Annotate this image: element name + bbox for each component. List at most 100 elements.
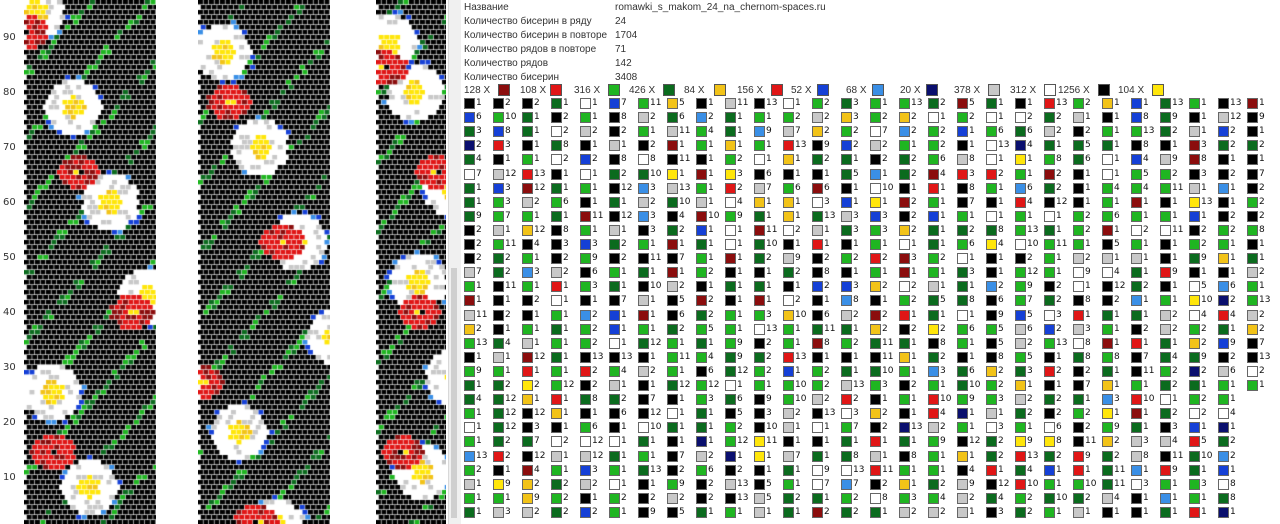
bead-count: 2 [592, 154, 598, 165]
bead-color-swatch [754, 422, 765, 434]
bead-count: 1 [1114, 253, 1120, 264]
bead-count: 1 [882, 506, 888, 517]
bead-color-swatch [551, 196, 562, 208]
bead-count: 1 [824, 492, 830, 503]
bead-color-swatch [464, 253, 475, 265]
color-swatch[interactable] [988, 84, 1000, 96]
bead-count: 2 [534, 295, 540, 306]
bead-color-swatch [696, 182, 707, 194]
bead-color-swatch [725, 309, 736, 321]
color-swatch[interactable] [872, 84, 884, 96]
bead-color-swatch [580, 365, 591, 377]
bead-color-swatch [957, 154, 968, 166]
bead-color-swatch [638, 365, 649, 377]
bead-color-swatch [580, 98, 591, 109]
bead-color-swatch [1073, 309, 1084, 321]
bead-count: 2 [1230, 210, 1236, 221]
bead-color-swatch [725, 492, 736, 504]
bead-color-swatch [638, 224, 649, 236]
color-swatch[interactable] [1044, 84, 1056, 96]
color-swatch[interactable] [550, 84, 562, 96]
bead-color-swatch [696, 224, 707, 236]
bead-count: 1 [563, 295, 569, 306]
bead-count: 8 [882, 492, 888, 503]
color-swatch[interactable] [817, 84, 829, 96]
color-swatch[interactable] [1098, 84, 1110, 96]
bead-color-swatch [1131, 224, 1142, 236]
bead-count: 2 [592, 478, 598, 489]
bead-color-swatch [754, 506, 765, 518]
bead-color-swatch [696, 309, 707, 321]
bead-color-swatch [638, 126, 649, 138]
bead-count: 9 [795, 253, 801, 264]
bead-pattern-rope-front-preview [198, 0, 330, 524]
bead-count: 2 [911, 154, 917, 165]
color-swatch[interactable] [1152, 84, 1164, 96]
bead-color-swatch [1189, 337, 1200, 349]
bead-color-swatch [1102, 182, 1113, 194]
bead-color-swatch [957, 380, 968, 391]
bead-count: 1 [1230, 182, 1236, 193]
bead-color-swatch [725, 196, 736, 208]
color-swatch[interactable] [926, 84, 938, 96]
color-swatch[interactable] [771, 84, 783, 96]
bead-count: 1 [795, 436, 801, 447]
bead-color-swatch [986, 224, 997, 236]
bead-count: 6 [1085, 154, 1091, 165]
bead-color-swatch [1015, 478, 1026, 490]
bead-count: 1 [766, 281, 772, 292]
bead-color-swatch [1247, 196, 1258, 208]
splitter-scroll-thumb[interactable] [451, 268, 457, 518]
bead-color-swatch [899, 210, 910, 222]
bead-count: 2 [1027, 408, 1033, 419]
color-swatch[interactable] [608, 84, 620, 96]
bead-count: 13 [824, 408, 836, 419]
bead-count: 10 [1201, 450, 1213, 461]
bead-count: 5 [766, 478, 772, 489]
bead-count: 6 [824, 182, 830, 193]
bead-count: 2 [940, 253, 946, 264]
bead-count: 1 [476, 182, 482, 193]
bead-color-swatch [986, 464, 997, 476]
bead-color-swatch [609, 295, 620, 307]
bead-color-swatch [841, 182, 852, 194]
bead-count: 2 [1085, 422, 1091, 433]
color-swatch[interactable] [714, 84, 726, 96]
bead-count: 5 [679, 295, 685, 306]
bead-color-swatch [580, 394, 591, 406]
bead-color-swatch [493, 394, 504, 406]
bead-color-swatch [1102, 351, 1113, 363]
color-swatch[interactable] [663, 84, 675, 96]
bead-count: 8 [1085, 337, 1091, 348]
bead-count: 7 [1143, 351, 1149, 362]
bead-count: 6 [969, 239, 975, 249]
bead-color-swatch [1160, 492, 1171, 504]
bead-count: 1 [592, 112, 598, 123]
bead-color-swatch [841, 422, 852, 434]
bead-color-swatch [899, 380, 910, 391]
bead-count: 8 [998, 224, 1004, 235]
bead-color-swatch [899, 309, 910, 321]
bead-count: 9 [824, 140, 830, 151]
bead-count: 1 [911, 365, 917, 376]
bead-count: 2 [882, 323, 888, 334]
bead-color-swatch [551, 210, 562, 222]
bead-color-swatch [1247, 182, 1258, 194]
info-label: Количество бисерин в повторе [464, 30, 608, 41]
bead-color-swatch [899, 492, 910, 504]
bead-color-swatch [609, 224, 620, 236]
bead-color-swatch [1073, 239, 1084, 250]
color-swatch[interactable] [498, 84, 510, 96]
bead-count: 1 [1201, 267, 1207, 278]
bead-count: 13 [853, 380, 865, 390]
bead-count: 8 [969, 182, 975, 193]
bead-count: 8 [1143, 140, 1149, 151]
bead-color-swatch [638, 253, 649, 265]
bead-count: 13 [1056, 98, 1068, 108]
bead-count: 2 [476, 224, 482, 235]
bead-count: 2 [563, 154, 569, 165]
bead-color-swatch [1102, 267, 1113, 279]
bead-count: 10 [882, 365, 894, 376]
bead-count: 1 [737, 224, 743, 235]
bead-count: 1 [708, 506, 714, 517]
